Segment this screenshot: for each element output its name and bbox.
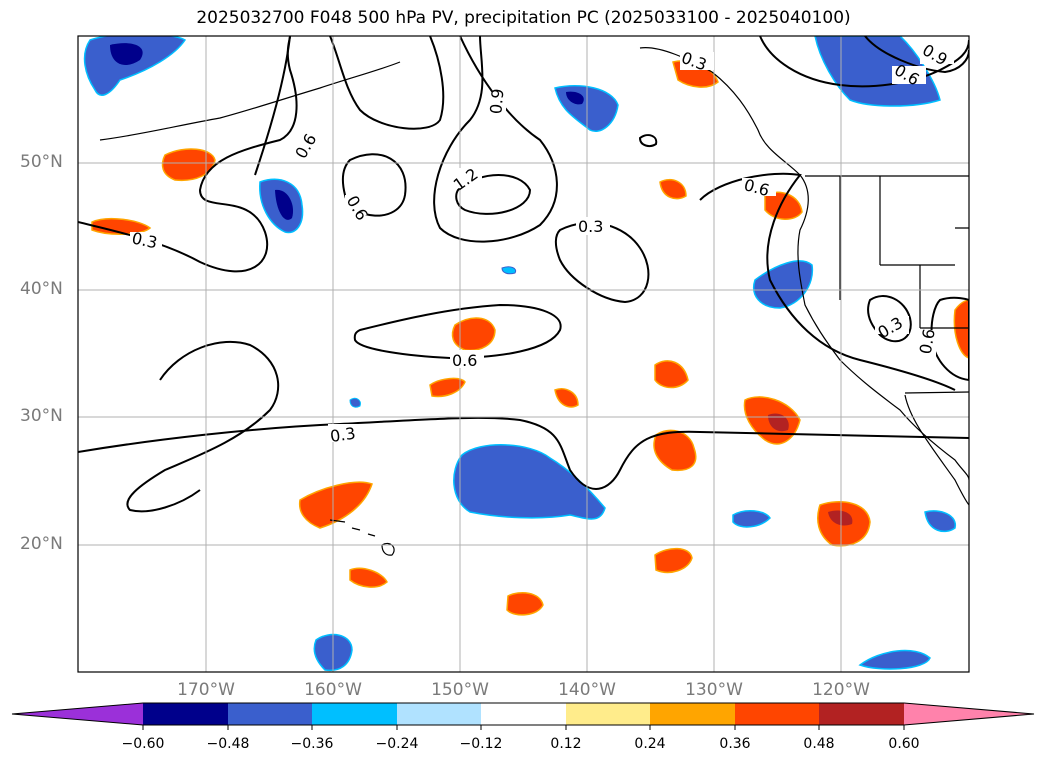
precip-neg-core — [275, 189, 294, 220]
pv-contour — [341, 153, 407, 217]
precip-pos-blob — [349, 567, 388, 588]
precip-blobs — [83, 36, 969, 672]
contour-labels: 0.6 0.3 0.6 1.2 0.9 0.3 0.6 0.3 0.3 0.6 … — [130, 40, 954, 446]
colorbar-segment — [481, 703, 566, 725]
colorbar-segment — [819, 703, 904, 725]
precip-pos-blob — [764, 191, 803, 220]
precip-pos-blob — [953, 299, 969, 359]
contour-label: 0.6 — [452, 351, 477, 370]
precip-neg-blob — [453, 444, 606, 520]
colorbar-segment — [228, 703, 312, 725]
precip-pos-blob — [654, 547, 693, 574]
pv-contour — [78, 416, 969, 490]
lon-label: 160°W — [304, 680, 362, 700]
pv-contour — [699, 172, 956, 391]
contour-label: 0.3 — [329, 424, 357, 446]
colorbar-segment — [735, 703, 819, 725]
pv-contour — [433, 36, 558, 243]
lat-label: 40°N — [20, 279, 63, 299]
lat-label: 30°N — [20, 406, 63, 426]
colorbar-extend-right — [904, 703, 1034, 725]
figure-title: 2025032700 F048 500 hPa PV, precipitatio… — [196, 8, 851, 28]
colorbar-segment — [143, 703, 228, 725]
pv-contour — [930, 296, 969, 382]
colorbar-segment — [650, 703, 735, 725]
hawaii — [329, 519, 395, 556]
contour-label: 0.6 — [916, 327, 939, 355]
precip-neg-blob — [924, 510, 956, 533]
colorbar-extend-left — [12, 703, 143, 725]
pv-contour — [867, 295, 912, 343]
precip-pos-blob — [161, 148, 216, 182]
precip-neg-core — [566, 91, 584, 105]
colorbar-tick-label: −0.48 — [206, 736, 250, 752]
pv-contour — [353, 303, 562, 360]
precip-pos-blob — [451, 317, 496, 352]
colorbar-tick-label: −0.60 — [121, 736, 165, 752]
pv-contour — [864, 36, 969, 74]
precip-pos-blob — [659, 178, 687, 200]
precip-pos-core — [828, 510, 853, 526]
pv-contour — [254, 36, 291, 176]
precip-pos-blob — [506, 592, 544, 616]
precip-neg-small — [349, 397, 361, 408]
pv-contour — [638, 134, 658, 147]
lon-label: 170°W — [177, 680, 235, 700]
colorbar-tick-label: 0.24 — [634, 736, 666, 752]
pv-contours — [78, 36, 969, 513]
precip-pos-blob — [654, 360, 689, 389]
precip-pos-core — [768, 413, 789, 432]
precip-neg-small — [501, 266, 517, 275]
colorbar-tick-label: 0.48 — [803, 736, 835, 752]
lon-label: 150°W — [431, 680, 489, 700]
precip-pos-blob — [653, 429, 697, 472]
pv-contour — [329, 36, 445, 130]
colorbar-tick-label: −0.12 — [459, 736, 503, 752]
precip-pos-blob — [91, 217, 152, 235]
colorbar-tick-label: −0.24 — [375, 736, 419, 752]
precip-neg-core — [110, 43, 143, 65]
contour-label: 0.3 — [578, 217, 603, 236]
lat-label: 20°N — [20, 534, 63, 554]
colorbar-segment — [397, 703, 481, 725]
precip-neg-blob — [858, 649, 931, 670]
lon-label: 140°W — [558, 680, 616, 700]
pv-contour — [759, 36, 969, 88]
pv-contour — [78, 36, 298, 273]
precip-neg-blob — [83, 36, 187, 96]
colorbar — [11, 702, 1035, 730]
lat-label: 50°N — [20, 152, 63, 172]
lon-label: 120°W — [812, 680, 870, 700]
lon-label: 130°W — [685, 680, 743, 700]
colorbar-tick-label: 0.60 — [888, 736, 920, 752]
pv-contour — [554, 221, 650, 304]
contour-label: 0.3 — [130, 228, 159, 252]
precip-pos-blob — [298, 481, 373, 529]
mexico-border — [904, 391, 969, 394]
coastlines — [99, 47, 969, 556]
aleutian-islands — [99, 61, 401, 141]
colorbar-segment — [312, 703, 397, 725]
map-area: 0.6 0.3 0.6 1.2 0.9 0.3 0.6 0.3 0.3 0.6 … — [78, 36, 969, 672]
map-frame — [77, 35, 970, 673]
precip-neg-blob — [732, 510, 771, 528]
state-border — [839, 176, 969, 329]
baja-coast — [904, 394, 969, 506]
colorbar-tick-label: 0.36 — [719, 736, 751, 752]
colorbar-tick-label: −0.36 — [290, 736, 334, 752]
precip-pos-blob — [429, 377, 466, 398]
colorbar-tick-label: 0.12 — [550, 736, 582, 752]
precip-pos-blob — [554, 388, 579, 408]
colorbar-segment — [566, 703, 650, 725]
contour-label: 0.9 — [486, 88, 507, 115]
pv-contour — [126, 340, 280, 513]
pv-contour — [455, 174, 532, 215]
